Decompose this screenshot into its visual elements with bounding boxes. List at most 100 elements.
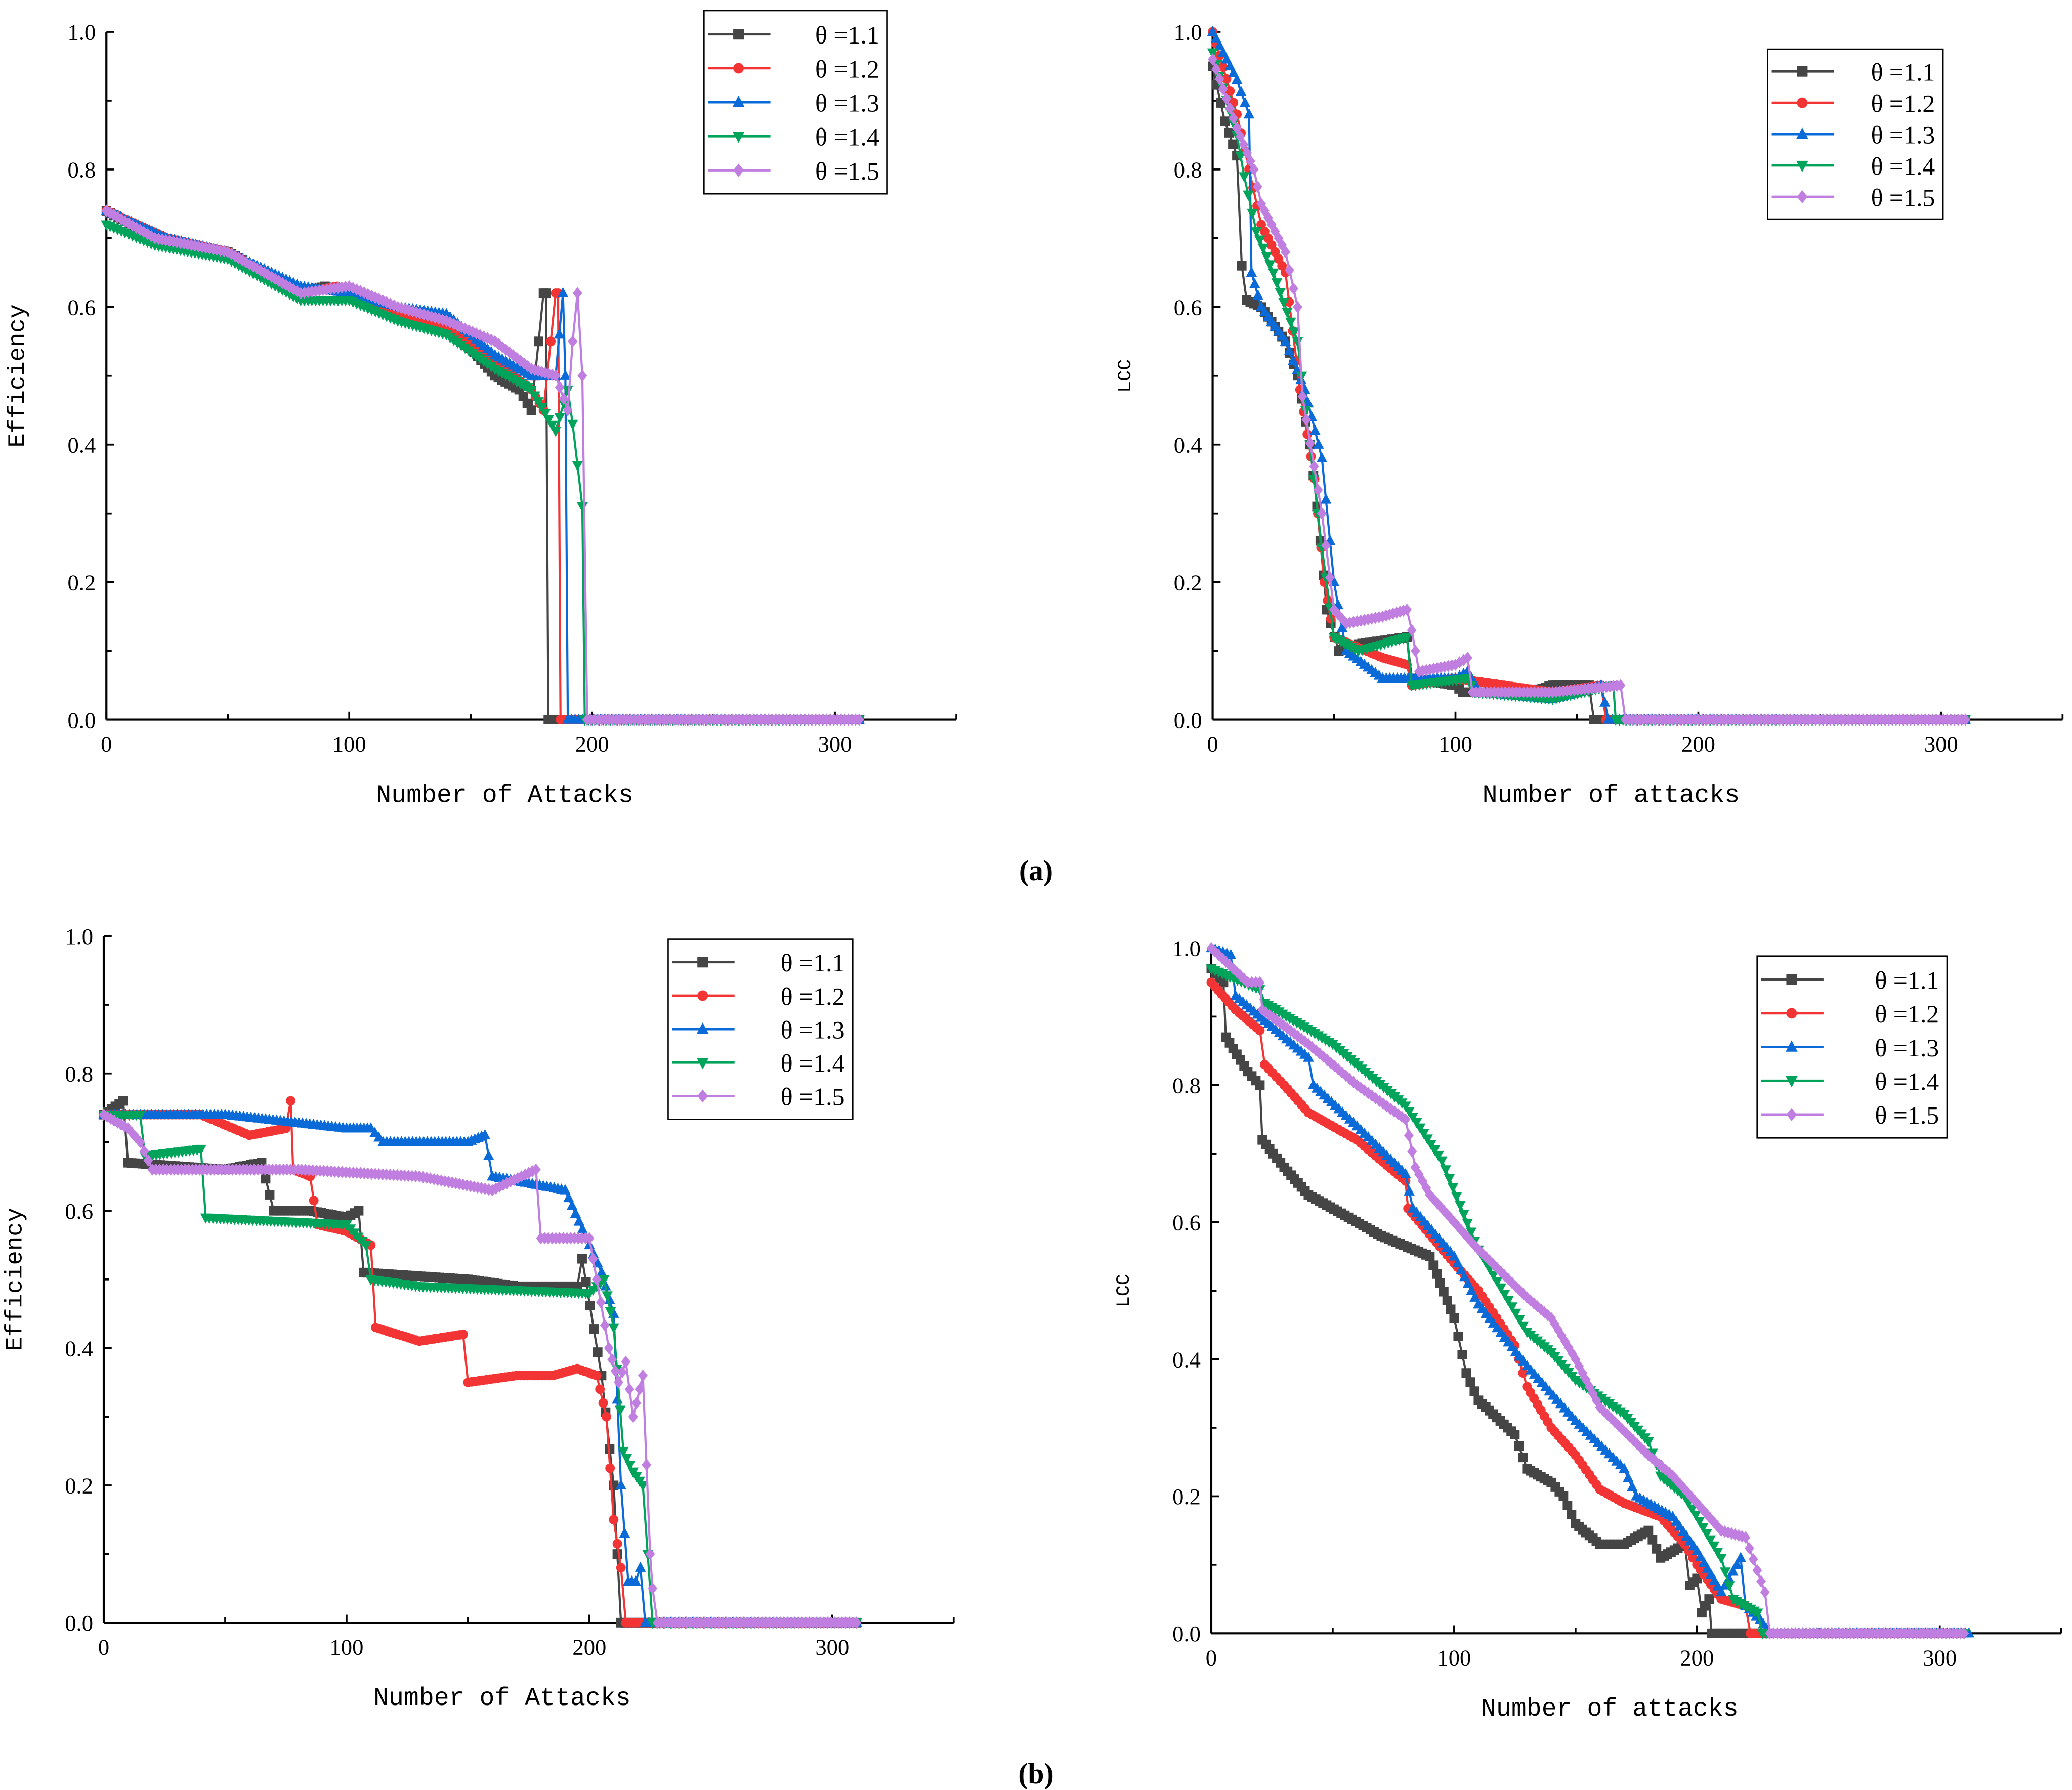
marker-diamond xyxy=(1518,1288,1528,1300)
marker-triangle-up xyxy=(696,1022,709,1034)
marker-diamond xyxy=(596,1296,606,1309)
marker-square xyxy=(697,957,708,968)
marker-diamond xyxy=(1960,713,1970,726)
marker-diamond xyxy=(139,1145,149,1158)
marker-diamond xyxy=(1614,1419,1624,1432)
y-tick-label: 0.8 xyxy=(67,157,96,183)
marker-diamond xyxy=(1636,1441,1646,1454)
legend: θ =1.1 θ =1.2 θ =1.3 θ =1.4 θ =1.5 xyxy=(1756,955,1948,1139)
marker-diamond xyxy=(285,281,295,293)
legend-label: θ =1.3 xyxy=(1875,1034,1939,1062)
series-15 xyxy=(1206,942,1969,1640)
y-tick-label: 0.2 xyxy=(67,570,96,595)
series-13 xyxy=(101,204,865,724)
marker-diamond xyxy=(363,288,373,301)
marker-square xyxy=(593,1347,603,1357)
marker-triangle-up xyxy=(1249,278,1260,288)
marker-triangle-down xyxy=(1506,1302,1518,1313)
marker-triangle-up xyxy=(557,287,569,297)
marker-triangle-up xyxy=(630,1575,641,1586)
marker-diamond xyxy=(1249,163,1259,176)
marker-square xyxy=(1255,1080,1265,1090)
x-tick-label: 0 xyxy=(1207,732,1218,757)
marker-diamond xyxy=(1686,1490,1697,1503)
marker-triangle-down xyxy=(195,1144,206,1156)
marker-triangle-up xyxy=(1466,1285,1477,1295)
marker-square xyxy=(1465,1377,1475,1387)
marker-square xyxy=(261,1174,271,1184)
y-axis-title: Efficiency xyxy=(5,304,32,447)
marker-square xyxy=(1432,1269,1442,1279)
marker-triangle-down xyxy=(1724,1581,1735,1592)
marker-triangle-up xyxy=(1228,67,1239,77)
marker-circle xyxy=(309,1196,319,1206)
marker-diamond xyxy=(1709,1516,1719,1528)
marker-triangle-up xyxy=(479,1129,491,1140)
y-tick-label: 0.0 xyxy=(1172,1621,1201,1646)
marker-circle xyxy=(458,1329,468,1339)
marker-triangle-up xyxy=(604,1294,615,1304)
marker-triangle-up xyxy=(1303,1051,1314,1062)
marker-diamond xyxy=(600,1319,610,1332)
marker-triangle-up xyxy=(1449,1250,1460,1261)
marker-circle xyxy=(612,1539,622,1549)
marker-triangle-up xyxy=(1320,493,1332,504)
marker-diamond xyxy=(1315,1047,1325,1060)
marker-triangle-up xyxy=(1469,1291,1481,1302)
x-tick-label: 100 xyxy=(332,732,366,757)
y-tick-label: 0.6 xyxy=(65,1199,93,1224)
legend-item: θ =1.1 xyxy=(708,21,879,49)
marker-triangle-down xyxy=(1239,172,1250,183)
chart-4: 0 100 200 300 0.0 0.2 0.4 0.6 0.8 1.0 Number of at… xyxy=(1114,936,2062,1723)
marker-triangle-up xyxy=(596,1266,607,1277)
marker-diamond xyxy=(479,330,489,343)
x-tick-label: 100 xyxy=(329,1634,363,1659)
series-12 xyxy=(101,206,864,724)
legend-item: θ =1.5 xyxy=(708,157,879,185)
marker-triangle-up xyxy=(1243,108,1255,119)
marker-diamond xyxy=(135,224,145,236)
y-tick-label: 0.0 xyxy=(67,707,96,733)
y-tick-label: 0.4 xyxy=(1172,1347,1201,1372)
marker-diamond xyxy=(1289,282,1299,295)
legend: θ =1.1 θ =1.2 θ =1.3 θ =1.4 θ =1.5 xyxy=(667,938,854,1120)
marker-diamond xyxy=(498,1179,508,1191)
y-tick-label: 0.8 xyxy=(1172,1073,1201,1098)
x-axis-title: Number of Attacks xyxy=(373,1684,631,1713)
legend-label: θ =1.3 xyxy=(1871,121,1935,149)
marker-triangle-down xyxy=(1495,1283,1506,1294)
marker-diamond xyxy=(1453,1220,1463,1232)
marker-diamond xyxy=(1382,1100,1392,1113)
marker-diamond xyxy=(512,352,522,364)
y-tick-label: 0.0 xyxy=(65,1610,93,1636)
marker-diamond xyxy=(1263,211,1273,224)
marker-square xyxy=(1457,1350,1467,1359)
marker-square xyxy=(1224,127,1234,138)
marker-triangle-down xyxy=(1261,252,1272,263)
marker-triangle-up xyxy=(1336,622,1348,632)
legend-item: θ =1.3 xyxy=(672,1016,845,1044)
marker-diamond xyxy=(1671,1474,1681,1486)
marker-triangle-up xyxy=(732,95,745,107)
marker-diamond xyxy=(1229,112,1239,124)
marker-triangle-down xyxy=(1243,190,1254,201)
legend: θ =1.1 θ =1.2 θ =1.3 θ =1.4 θ =1.5 xyxy=(703,10,888,195)
marker-diamond xyxy=(1477,1247,1487,1260)
marker-square xyxy=(534,336,543,347)
marker-diamond xyxy=(1473,1243,1484,1256)
x-tick-label: 200 xyxy=(572,1634,606,1659)
marker-diamond xyxy=(1654,1458,1664,1470)
marker-diamond xyxy=(1748,1553,1758,1566)
marker-triangle-down xyxy=(1701,1529,1712,1540)
marker-triangle-down xyxy=(1278,297,1289,309)
marker-triangle-down xyxy=(572,461,583,472)
marker-triangle-down xyxy=(1465,1227,1477,1238)
y-tick-label: 1.0 xyxy=(67,20,96,45)
marker-triangle-down xyxy=(554,413,565,423)
marker-diamond xyxy=(143,1154,153,1167)
marker-diamond xyxy=(1214,73,1224,86)
marker-triangle-down xyxy=(1418,1129,1429,1139)
marker-circle xyxy=(286,1096,296,1106)
marker-diamond xyxy=(517,1170,526,1183)
marker-triangle-down xyxy=(1690,1510,1702,1521)
